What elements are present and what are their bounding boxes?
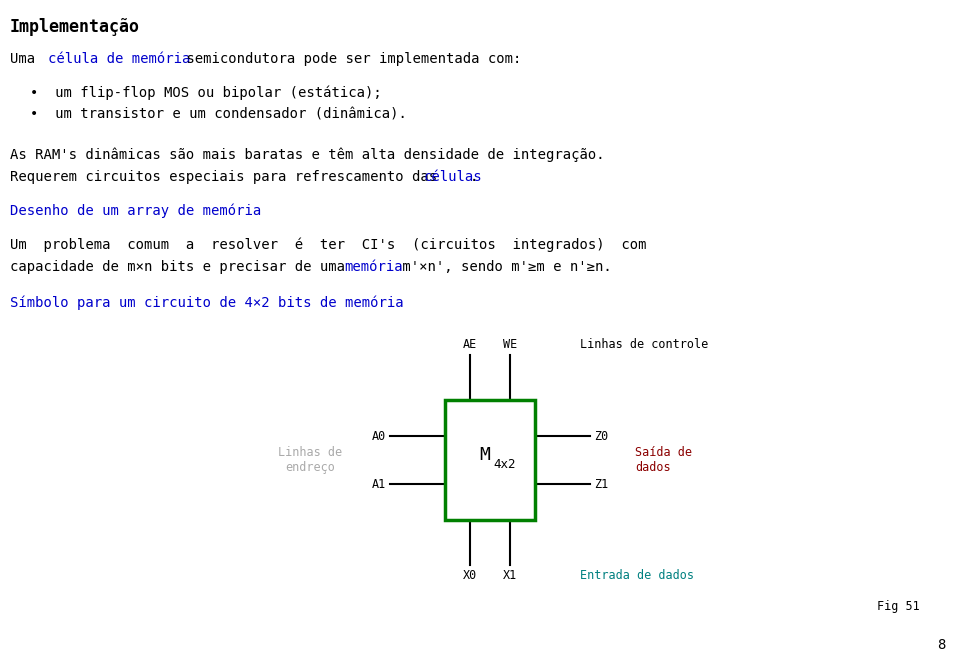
Text: Requerem circuitos especiais para refrescamento das: Requerem circuitos especiais para refres…	[10, 170, 445, 184]
Text: .: .	[470, 170, 478, 184]
Text: Fig 51: Fig 51	[877, 600, 920, 613]
Text: capacidade de m×n bits e precisar de uma: capacidade de m×n bits e precisar de uma	[10, 260, 353, 274]
Text: 8: 8	[937, 638, 945, 652]
Text: A1: A1	[372, 478, 386, 491]
Text: Símbolo para um circuito de 4×2 bits de memória: Símbolo para um circuito de 4×2 bits de …	[10, 296, 403, 310]
Text: Desenho de um array de memória: Desenho de um array de memória	[10, 204, 261, 218]
Text: Linhas de controle: Linhas de controle	[580, 338, 708, 351]
Text: células: células	[424, 170, 483, 184]
Text: Um  problema  comum  a  resolver  é  ter  CI's  (circuitos  integrados)  com: Um problema comum a resolver é ter CI's …	[10, 238, 646, 253]
Text: Entrada de dados: Entrada de dados	[580, 569, 694, 582]
Text: •  um transistor e um condensador (dinâmica).: • um transistor e um condensador (dinâmi…	[30, 108, 407, 122]
Text: Z0: Z0	[594, 430, 609, 443]
Text: Uma: Uma	[10, 52, 43, 66]
Text: Z1: Z1	[594, 478, 609, 491]
Bar	[445, 400, 535, 520]
Text: Implementação: Implementação	[10, 18, 140, 36]
Text: A0: A0	[372, 430, 386, 443]
Text: memória: memória	[344, 260, 402, 274]
Text: célula de memória: célula de memória	[48, 52, 190, 66]
Text: As RAM's dinâmicas são mais baratas e têm alta densidade de integração.: As RAM's dinâmicas são mais baratas e tê…	[10, 148, 605, 163]
Text: Saída de
dados: Saída de dados	[635, 446, 692, 474]
Text: Linhas de
endreço: Linhas de endreço	[278, 446, 342, 474]
Text: 4x2: 4x2	[493, 459, 516, 472]
Text: M: M	[480, 446, 491, 464]
Text: m'×n', sendo m'≥m e n'≥n.: m'×n', sendo m'≥m e n'≥n.	[394, 260, 612, 274]
Text: X1: X1	[503, 569, 517, 582]
Text: semicondutora pode ser implementada com:: semicondutora pode ser implementada com:	[178, 52, 521, 66]
Text: WE: WE	[503, 338, 517, 351]
Text: X0: X0	[463, 569, 477, 582]
Text: AE: AE	[463, 338, 477, 351]
Text: •  um flip-flop MOS ou bipolar (estática);: • um flip-flop MOS ou bipolar (estática)…	[30, 85, 382, 100]
